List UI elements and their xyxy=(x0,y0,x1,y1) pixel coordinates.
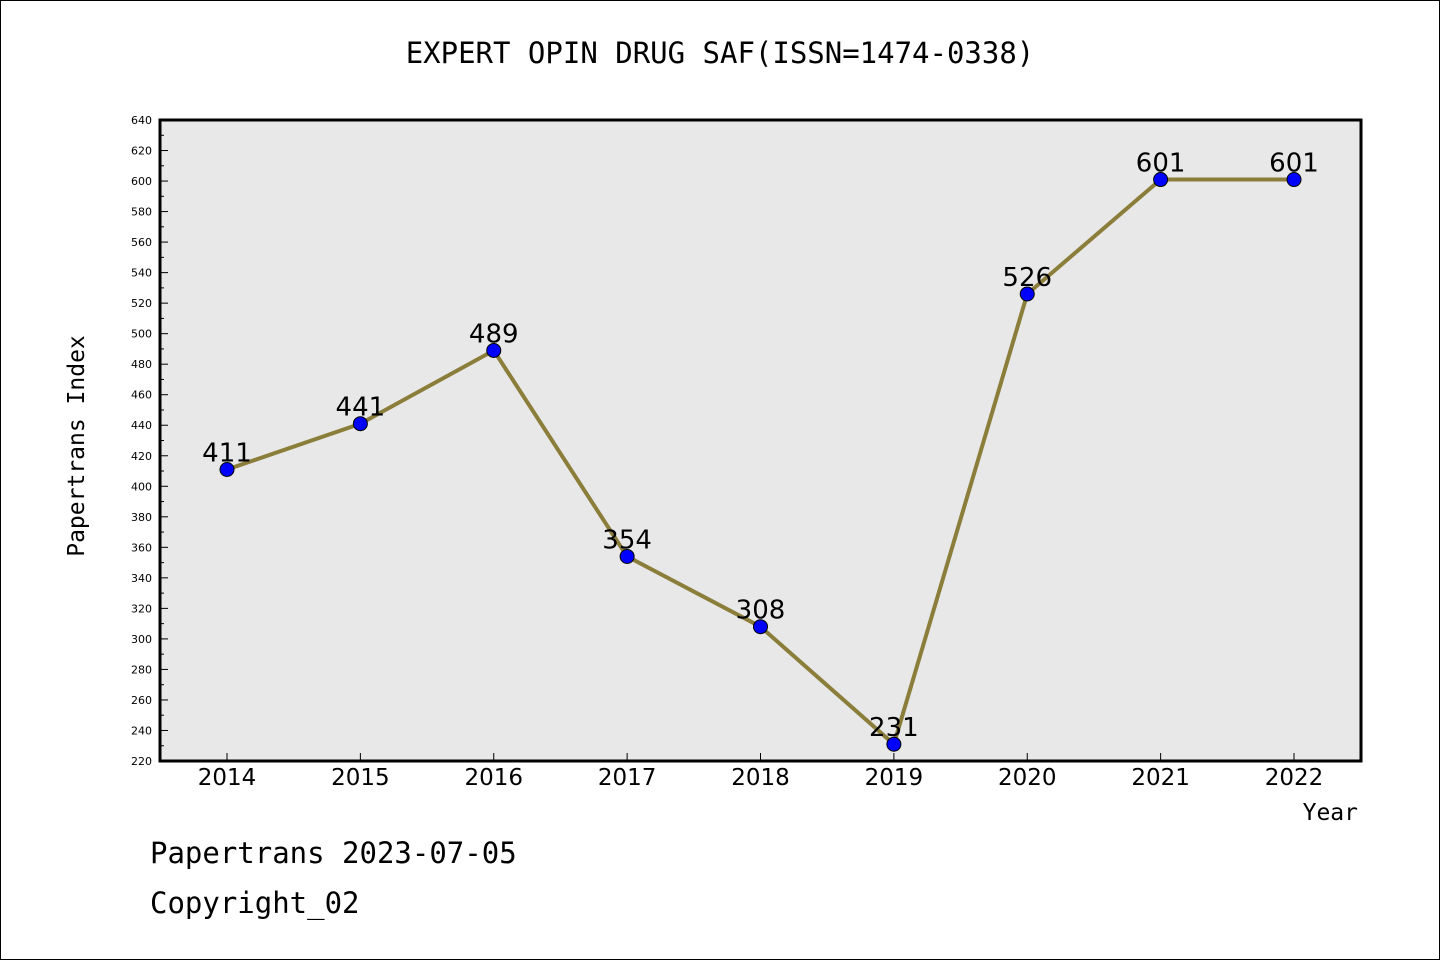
data-point xyxy=(1153,172,1169,188)
y-tick-label: 440 xyxy=(131,419,152,432)
x-tick-label: 2021 xyxy=(1131,765,1190,791)
data-point xyxy=(753,619,768,635)
y-tick-label: 480 xyxy=(131,358,152,371)
x-tick-label: 2022 xyxy=(1265,765,1324,791)
x-axis-label: Year xyxy=(1303,800,1358,826)
x-tick-label: 2017 xyxy=(598,765,657,791)
y-tick-label: 300 xyxy=(131,633,152,646)
y-axis: 220 240 260 280 300 320 340 360 380 400 420 440 460 4… xyxy=(131,114,168,768)
x-tick-label: 2019 xyxy=(865,765,924,791)
y-tick-label: 320 xyxy=(131,602,152,615)
plot-area xyxy=(158,118,1363,763)
series-layer: 411 441 489 354 308 231 526 601 601 xyxy=(202,149,1319,752)
data-label: 308 xyxy=(736,596,786,626)
y-axis-label: Papertrans Index xyxy=(64,335,90,557)
y-tick-label: 280 xyxy=(131,663,152,676)
y-tick-label: 340 xyxy=(131,572,152,585)
y-tick-label: 240 xyxy=(131,724,152,737)
y-tick-label: 380 xyxy=(131,511,152,524)
data-label: 411 xyxy=(202,438,252,468)
data-label: 441 xyxy=(336,393,386,423)
data-label: 231 xyxy=(869,713,919,743)
data-label: 489 xyxy=(469,319,519,349)
x-axis: 2014 2015 2016 2017 2018 2019 2020 2021 2022 xyxy=(198,753,1324,791)
x-tick-label: 2016 xyxy=(464,765,523,791)
y-tick-label: 620 xyxy=(131,145,152,158)
y-tick-label: 520 xyxy=(131,297,152,310)
y-tick-label: 220 xyxy=(131,755,152,768)
data-point xyxy=(486,342,502,358)
x-tick-label: 2015 xyxy=(331,765,390,791)
data-label: 526 xyxy=(1002,263,1052,293)
data-point xyxy=(219,461,235,477)
y-tick-label: 540 xyxy=(131,267,152,280)
y-tick-label: 580 xyxy=(131,206,152,219)
y-tick-label: 640 xyxy=(131,114,152,127)
data-label: 601 xyxy=(1136,149,1186,179)
data-point xyxy=(352,416,368,432)
x-tick-label: 2018 xyxy=(731,765,790,791)
data-label: 601 xyxy=(1269,149,1319,179)
x-tick-label: 2020 xyxy=(998,765,1057,791)
footer-copyright-line: Copyright_02 xyxy=(150,886,360,920)
y-tick-label: 600 xyxy=(131,175,152,188)
y-tick-label: 360 xyxy=(131,541,152,554)
data-point xyxy=(619,548,635,564)
y-tick-label: 260 xyxy=(131,694,152,707)
y-tick-label: 560 xyxy=(131,236,152,249)
y-tick-label: 500 xyxy=(131,328,152,341)
y-tick-label: 400 xyxy=(131,480,152,493)
data-point xyxy=(1019,286,1035,302)
data-point xyxy=(1286,172,1302,188)
x-tick-label: 2014 xyxy=(198,765,257,791)
footer-date-line: Papertrans 2023-07-05 xyxy=(150,836,517,870)
data-point xyxy=(886,736,902,752)
y-tick-label: 460 xyxy=(131,389,152,402)
y-tick-label: 420 xyxy=(131,450,152,463)
data-label: 354 xyxy=(602,525,652,555)
chart-title: EXPERT OPIN DRUG SAF(ISSN=1474-0338) xyxy=(405,36,1035,70)
